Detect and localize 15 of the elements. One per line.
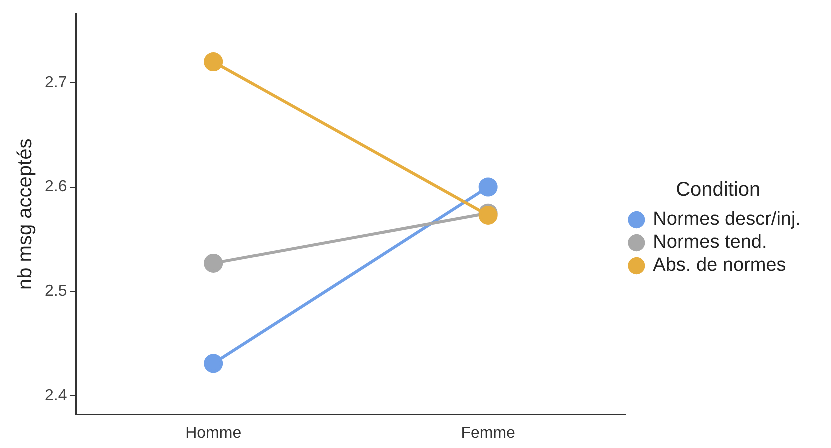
x-tick-label: Femme <box>461 424 516 442</box>
point <box>204 254 224 273</box>
legend-label: Normes descr/inj. <box>653 209 802 230</box>
y-tick-label: 2.4 <box>44 387 68 404</box>
y-tick-label: 2.7 <box>44 74 68 92</box>
y-tick-label: 2.5 <box>44 283 68 300</box>
point <box>478 178 498 197</box>
legend-title: Condition <box>676 179 761 202</box>
x-tick-label: Homme <box>186 424 242 442</box>
y-axis-title: nb msg acceptés <box>14 138 37 290</box>
point <box>204 354 224 374</box>
legend-label: Abs. de normes <box>653 255 786 276</box>
legend-label: Normes tend. <box>653 232 768 254</box>
point <box>204 52 224 72</box>
y-tick-label: 2.6 <box>44 178 68 196</box>
